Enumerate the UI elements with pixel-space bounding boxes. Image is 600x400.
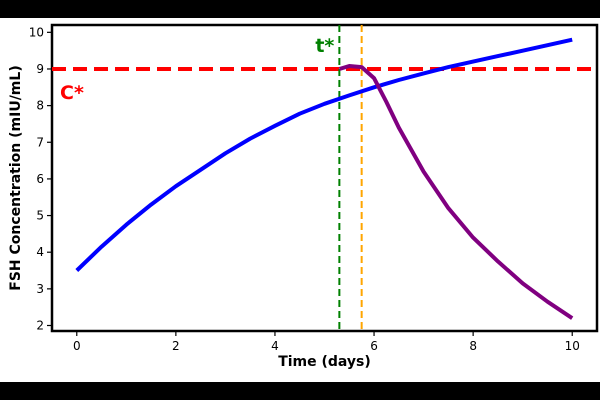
y-tick-label: 10 bbox=[29, 25, 44, 39]
x-tick-label: 0 bbox=[73, 339, 81, 353]
reference-label-horizontal: C* bbox=[60, 82, 84, 104]
plot-frame bbox=[50, 23, 599, 333]
series-line-2 bbox=[338, 64, 574, 320]
x-axis-title: Time (days) bbox=[278, 354, 371, 370]
series-layer bbox=[75, 37, 574, 320]
y-tick-label: 6 bbox=[36, 172, 44, 186]
y-tick-label: 9 bbox=[36, 62, 44, 76]
y-tick-label: 5 bbox=[36, 209, 44, 223]
x-tick-label: 10 bbox=[565, 339, 580, 353]
y-tick-label: 8 bbox=[36, 99, 44, 113]
bottom-black-band bbox=[0, 382, 600, 400]
x-tick-label: 6 bbox=[370, 339, 378, 353]
annotation-layer: C* t* bbox=[60, 35, 334, 104]
y-tick-label: 3 bbox=[36, 282, 44, 296]
ticks-layer: 0 2 4 6 8 10 2 3 4 5 6 7 8 9 10 bbox=[29, 25, 580, 353]
series-line-1 bbox=[75, 37, 573, 272]
y-tick-label: 7 bbox=[36, 135, 44, 149]
y-axis-title: FSH Concentration (mIU/mL) bbox=[8, 65, 24, 290]
x-tick-label: 4 bbox=[271, 339, 279, 353]
y-tick-label: 4 bbox=[36, 245, 44, 259]
top-black-band bbox=[0, 0, 600, 18]
reference-lines bbox=[52, 25, 597, 331]
x-tick-label: 8 bbox=[469, 339, 477, 353]
x-tick-label: 2 bbox=[172, 339, 180, 353]
y-tick-label: 2 bbox=[36, 319, 44, 333]
reference-label-vertical: t* bbox=[315, 35, 334, 57]
